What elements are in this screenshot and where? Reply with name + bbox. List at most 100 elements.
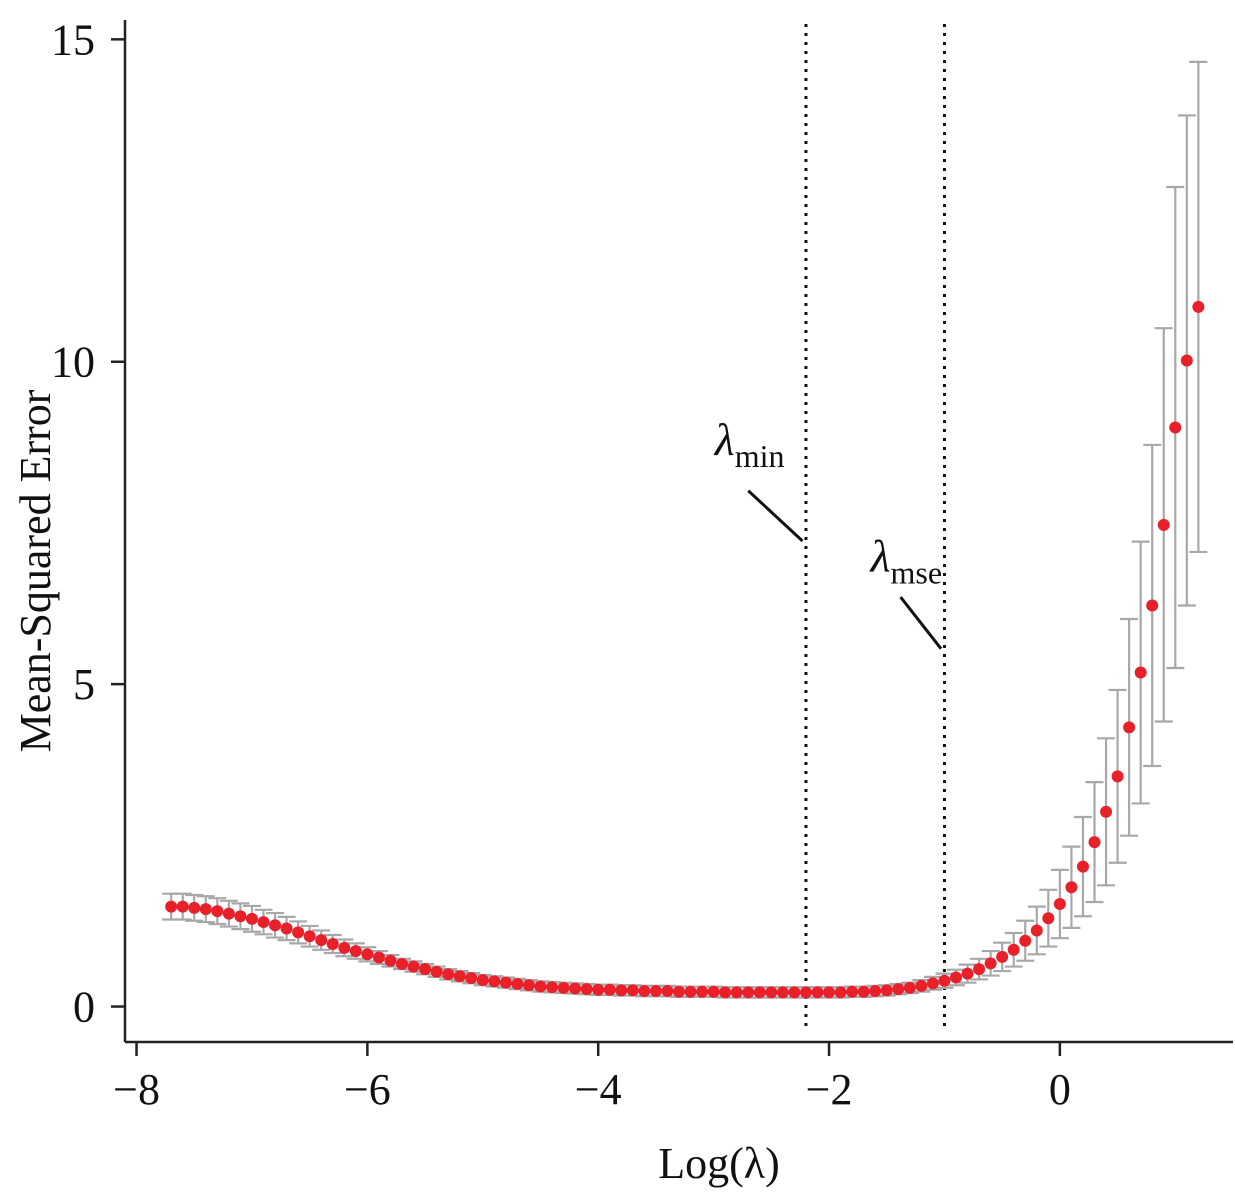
data-points	[165, 300, 1205, 999]
data-point	[719, 986, 732, 999]
y-axis-title: Mean-Squared Error	[11, 389, 60, 752]
data-point	[1192, 300, 1205, 313]
data-point	[303, 930, 316, 943]
data-point	[753, 986, 766, 999]
data-point	[638, 985, 651, 998]
data-point	[522, 979, 535, 992]
data-point	[315, 934, 328, 947]
data-point	[269, 919, 282, 932]
data-point	[1076, 860, 1089, 873]
data-point	[880, 984, 893, 997]
data-point	[361, 948, 374, 961]
data-point	[684, 985, 697, 998]
data-point	[1157, 518, 1170, 531]
data-point	[742, 986, 755, 999]
data-point	[257, 916, 270, 929]
reference-label: λmse	[869, 530, 942, 590]
data-point	[1042, 912, 1055, 925]
data-point	[615, 984, 628, 997]
data-point	[546, 981, 559, 994]
x-tick-label: −4	[575, 1065, 622, 1114]
data-point	[649, 985, 662, 998]
data-point	[569, 982, 582, 995]
y-tick-label: 0	[73, 983, 95, 1032]
x-tick-label: −8	[113, 1065, 160, 1114]
data-point	[580, 983, 593, 996]
data-point	[811, 986, 824, 999]
data-point	[1100, 805, 1113, 818]
data-point	[292, 926, 305, 939]
data-point	[557, 981, 570, 994]
data-point	[603, 983, 616, 996]
data-point	[961, 967, 974, 980]
data-point	[1088, 836, 1101, 849]
data-point	[442, 968, 455, 981]
data-point	[915, 979, 928, 992]
data-point	[788, 986, 801, 999]
x-axis-title: Log(λ)	[658, 1139, 780, 1188]
data-point	[996, 950, 1009, 963]
data-point	[396, 957, 408, 970]
data-point	[765, 986, 778, 999]
data-point	[950, 971, 962, 984]
data-point	[1019, 934, 1032, 947]
data-point	[973, 963, 986, 976]
data-point	[280, 922, 293, 935]
data-point	[903, 981, 916, 994]
data-point	[372, 951, 385, 964]
lambda-symbol: λ	[869, 530, 891, 581]
data-point	[1123, 721, 1136, 734]
data-point	[776, 986, 789, 999]
lambda-subscript: mse	[891, 554, 943, 590]
data-point	[511, 977, 524, 990]
leader-line	[747, 489, 804, 543]
data-point	[1180, 354, 1193, 367]
data-point	[857, 985, 870, 998]
data-point	[696, 985, 709, 998]
data-point	[1007, 943, 1020, 956]
data-point	[384, 954, 397, 967]
data-point	[846, 985, 859, 998]
data-point	[245, 912, 258, 925]
leader-line	[899, 596, 943, 650]
data-point	[488, 975, 501, 988]
data-point	[1111, 770, 1124, 783]
data-point	[430, 965, 443, 978]
data-point	[592, 983, 605, 996]
data-point	[476, 974, 489, 987]
data-point	[211, 905, 224, 918]
data-point	[869, 985, 882, 998]
lambda-subscript: min	[735, 438, 785, 474]
data-point	[419, 963, 432, 976]
data-point	[534, 980, 547, 993]
data-point	[234, 910, 247, 923]
data-point	[938, 974, 951, 987]
data-point	[326, 937, 339, 950]
data-point	[1065, 881, 1078, 894]
data-point	[1146, 599, 1159, 612]
data-point	[222, 907, 235, 920]
data-point	[176, 900, 189, 913]
data-point	[661, 985, 674, 998]
x-tick-label: −6	[344, 1065, 391, 1114]
data-point	[499, 976, 512, 989]
y-tick-label: 5	[73, 660, 95, 709]
data-point	[926, 977, 939, 990]
data-point	[730, 986, 743, 999]
y-tick-label: 15	[51, 15, 95, 64]
x-tick-label: −2	[806, 1065, 853, 1114]
data-point	[1134, 666, 1147, 679]
data-point	[834, 986, 847, 999]
lambda-symbol: λ	[713, 414, 735, 465]
data-point	[799, 986, 812, 999]
data-point	[349, 945, 362, 958]
data-point	[165, 900, 178, 913]
data-point	[673, 985, 685, 998]
data-point	[407, 960, 420, 973]
data-point	[892, 983, 905, 996]
data-point	[338, 941, 351, 954]
reference-label: λmin	[713, 414, 785, 474]
